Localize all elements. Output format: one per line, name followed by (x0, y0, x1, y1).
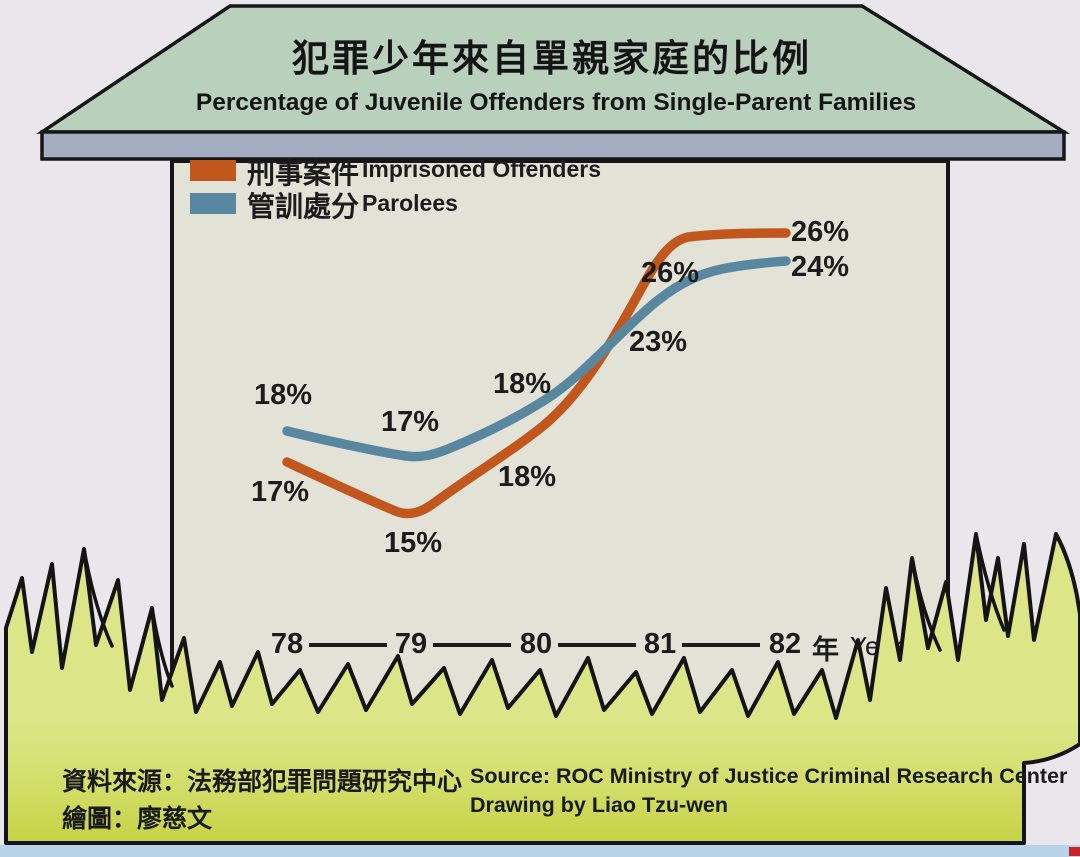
point-label-parolees-80: 18% (492, 368, 552, 400)
point-label-imprisoned-79: 15% (383, 527, 443, 559)
legend-label-imprisoned-en: Imprisoned Offenders (362, 156, 601, 182)
axis-tick-80: 80 (519, 628, 553, 660)
point-label-imprisoned-82: 26% (790, 216, 850, 248)
legend-label-parolees-en: Parolees (362, 190, 458, 216)
point-label-imprisoned-81: 26% (640, 257, 700, 289)
legend-swatch-imprisoned-icon (190, 160, 236, 181)
source-en: Source: ROC Ministry of Justice Criminal… (470, 764, 1068, 788)
axis-segment (433, 643, 511, 647)
legend-label-parolees-zh: 管訓處分 (247, 191, 360, 222)
point-label-imprisoned-80: 18% (497, 461, 557, 493)
point-label-parolees-79: 17% (380, 406, 440, 438)
axis-segment (309, 643, 387, 647)
drawing-credit-en: Drawing by Liao Tzu-wen (470, 793, 729, 817)
legend-swatch-parolees-icon (190, 193, 236, 214)
point-label-parolees-78: 18% (253, 379, 313, 411)
point-label-parolees-82: 24% (790, 251, 850, 283)
axis-unit-zh: 年 (812, 635, 839, 665)
drawing-credit-zh: 繪圖：廖慈文 (62, 805, 213, 833)
source-zh: 資料來源：法務部犯罪問題研究中心 (62, 768, 463, 796)
legend-label-imprisoned-zh: 刑事案件 (247, 158, 360, 189)
house-body-panel (170, 159, 950, 748)
line-imprisoned-offenders (282, 228, 791, 519)
line-parolees (282, 256, 791, 462)
point-label-imprisoned-78: 17% (250, 476, 310, 508)
point-label-parolees-81: 23% (628, 326, 688, 358)
grass-blade-detail (974, 532, 1006, 632)
axis-segment (682, 643, 760, 647)
grass-shape (4, 532, 1080, 845)
eave-shape (40, 130, 1066, 161)
axis-tick-81: 81 (643, 628, 677, 660)
axis-tick-82: 82 (768, 628, 802, 660)
bottom-strip (0, 845, 1080, 857)
axis-segment (558, 643, 636, 647)
grass-blade-detail (150, 606, 174, 688)
red-corner-mark (1069, 847, 1080, 856)
chart-title-zh: 犯罪少年來自單親家庭的比例 (292, 38, 812, 79)
chart-title-en: Percentage of Juvenile Offenders from Si… (195, 89, 917, 116)
axis-tick-79: 79 (394, 628, 428, 660)
grass-blade-detail (910, 556, 942, 652)
grass-blade-detail (82, 547, 114, 648)
axis-tick-78: 78 (270, 628, 304, 660)
